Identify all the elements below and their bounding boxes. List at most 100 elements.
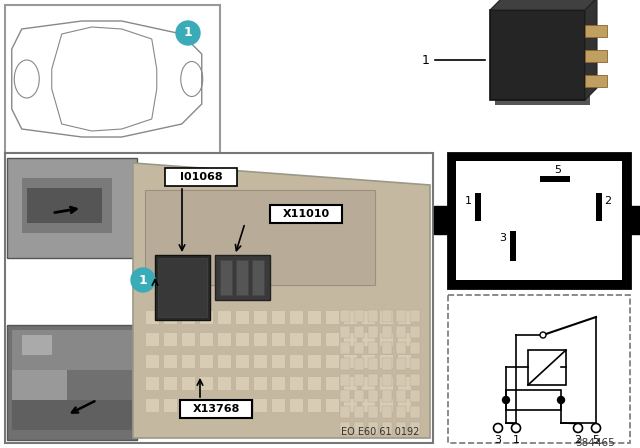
Text: I01068: I01068 [180,172,222,182]
Bar [217,332,231,346]
Circle shape [502,396,509,404]
Bar [271,376,285,390]
Bar [340,374,350,386]
Text: 1: 1 [422,53,430,66]
Bar [368,374,378,386]
Bar [27,188,102,223]
Bar [379,376,393,390]
Text: 1: 1 [465,196,472,206]
Bar [145,332,159,346]
Text: X11010: X11010 [282,209,330,219]
Bar [448,153,630,288]
Bar [368,422,378,434]
Bar [340,342,350,354]
Bar [145,398,159,412]
Bar [368,406,378,418]
Bar [354,406,364,418]
Bar [506,390,561,410]
Polygon shape [585,0,597,100]
Bar [145,354,159,368]
Bar [410,390,420,402]
Bar [236,260,248,295]
Bar [368,358,378,370]
Bar [163,310,177,324]
Bar [217,376,231,390]
Text: 5: 5 [593,435,600,445]
Bar [396,390,406,402]
Bar [7,325,137,440]
Bar [307,310,321,324]
Bar [181,376,195,390]
Bar [180,400,252,418]
Bar [163,398,177,412]
Bar [165,168,237,186]
Bar [354,326,364,338]
Bar [354,390,364,402]
Bar [181,310,195,324]
Bar [361,310,375,324]
Bar [434,206,450,234]
Bar [368,310,378,322]
Bar [382,390,392,402]
Bar [199,354,213,368]
Bar [396,326,406,338]
Bar [325,332,339,346]
Bar [585,50,607,62]
Bar [253,398,267,412]
Bar [382,374,392,386]
Bar [343,332,357,346]
Bar [540,176,570,182]
Bar [354,358,364,370]
Bar [271,310,285,324]
Bar [410,406,420,418]
Bar [368,326,378,338]
Bar [289,354,303,368]
Bar [397,310,411,324]
Circle shape [131,268,155,292]
Bar [396,342,406,354]
Bar [12,400,132,430]
Bar [397,354,411,368]
Bar [217,398,231,412]
Bar [325,398,339,412]
Text: 3: 3 [495,435,502,445]
Bar [490,10,585,100]
Bar [343,310,357,324]
Bar [289,310,303,324]
Bar [528,350,566,385]
Bar [361,354,375,368]
Bar [271,354,285,368]
Bar [199,376,213,390]
Bar [22,178,112,233]
Bar [510,231,516,261]
Bar [12,370,67,400]
Bar [235,354,249,368]
Bar [410,342,420,354]
Text: 384465: 384465 [575,438,615,448]
Bar [396,358,406,370]
Bar [475,193,481,221]
Bar [397,398,411,412]
Bar [410,310,420,322]
Bar [253,354,267,368]
Bar [145,376,159,390]
Bar [235,376,249,390]
Bar [396,422,406,434]
Bar [354,374,364,386]
Bar [340,390,350,402]
Text: EO E60 61 0192: EO E60 61 0192 [341,427,419,437]
Bar [396,374,406,386]
Text: 2: 2 [575,435,582,445]
Bar [253,310,267,324]
Bar [410,422,420,434]
Bar [289,332,303,346]
Bar [379,354,393,368]
Bar [252,260,264,295]
Bar [361,332,375,346]
Bar [235,310,249,324]
Bar [7,158,137,258]
Bar [382,422,392,434]
Bar [307,398,321,412]
Bar [5,5,220,153]
Bar [181,398,195,412]
